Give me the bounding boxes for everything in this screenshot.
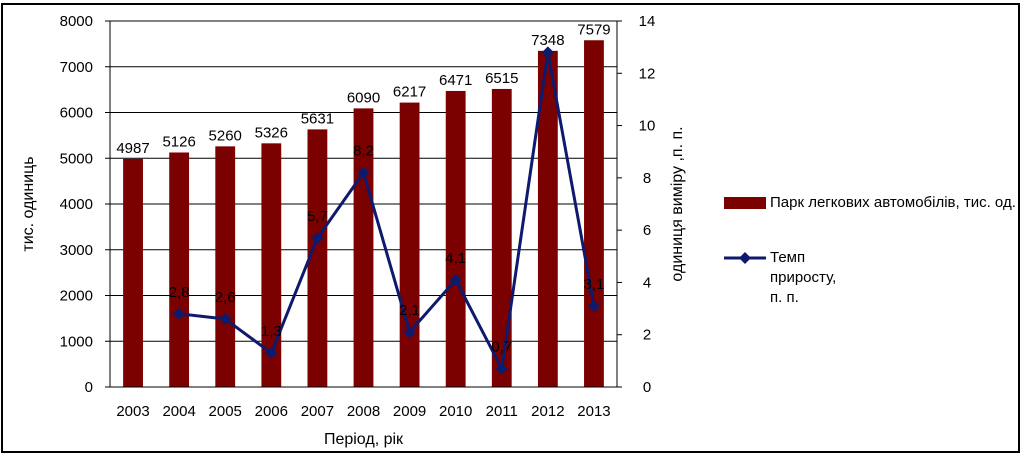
line-value-label: 2,6: [215, 289, 236, 306]
y-tick-label: 3000: [60, 242, 93, 259]
line-point-marker: [495, 362, 508, 375]
x-tick-label: 2010: [439, 403, 472, 420]
y2-tick-label: 4: [643, 274, 651, 291]
x-tick-label: 2006: [255, 403, 288, 420]
axis-titles: Період, рік тис. одиниць одиниця виміру ,п…: [20, 126, 686, 448]
y2-axis-title: одиниця виміру ,п. п.: [669, 126, 686, 281]
axes: 0 1000 2000 3000 4000 5000 6000 7000 8000 0 2 4 6 8 10…: [60, 13, 656, 420]
bar-value-label: 4987: [116, 140, 149, 157]
line-point-marker: [449, 273, 462, 286]
y-axis-title: тис. одиниць: [20, 156, 37, 251]
x-tick-label: 2013: [577, 403, 610, 420]
line-value-label: 2,1: [399, 302, 420, 319]
y-tick-label: 2000: [60, 288, 93, 305]
bar: [215, 146, 236, 387]
y2-tick-label: 2: [643, 327, 651, 344]
x-tick-label: 2009: [393, 403, 426, 420]
bar-value-label: 7348: [531, 32, 564, 49]
x-tick-label: 2004: [162, 403, 195, 420]
bar-value-label: 6217: [393, 84, 426, 101]
y-tick-label: 0: [85, 379, 93, 396]
bar-value-label: 6515: [485, 70, 518, 87]
bar-value-label: 6471: [439, 72, 472, 89]
bar-value-label: 5631: [301, 110, 334, 127]
bar: [169, 152, 190, 387]
x-tick-label: 2005: [209, 403, 242, 420]
x-tick-label: 2011: [486, 403, 518, 420]
y-tick-label: 8000: [60, 13, 93, 30]
legend-line-marker: [739, 252, 751, 264]
y-tick-label: 4000: [60, 196, 93, 213]
x-tick-label: 2008: [347, 403, 380, 420]
line-value-label: 1,3: [261, 323, 282, 340]
bar: [123, 158, 143, 387]
bar: [491, 88, 512, 387]
legend-markers: [724, 252, 766, 264]
y2-tick-label: 0: [643, 379, 651, 396]
x-axis-title: Період, рік: [324, 431, 404, 448]
line-point-marker: [311, 231, 324, 244]
line-point-marker: [173, 307, 186, 320]
line-series: [173, 46, 600, 375]
x-tick-label: 2003: [116, 403, 149, 420]
bar: [584, 40, 604, 388]
line-value-label: 0,7: [491, 339, 512, 356]
x-tick-label: 2007: [301, 403, 334, 420]
legend-bar-label: Парк легкових автомобілів, тис. од.: [770, 194, 1016, 211]
bar: [307, 129, 328, 387]
bar: [261, 143, 282, 387]
y2-tick-label: 8: [643, 170, 651, 187]
legend-line-label: Темп приросту, п. п.: [770, 249, 837, 306]
bar-series: [123, 40, 604, 388]
line-point-marker: [357, 166, 370, 179]
line-point-marker: [587, 299, 600, 312]
bar-value-label: 6090: [347, 89, 380, 106]
y2-tick-label: 6: [643, 222, 651, 239]
line-point-marker: [219, 313, 232, 326]
y2-tick-label: 12: [639, 65, 656, 82]
y-tick-label: 5000: [60, 150, 93, 167]
line-value-label: 8,2: [353, 143, 374, 160]
line-point-marker: [265, 347, 278, 360]
line-point-marker: [403, 326, 416, 339]
y2-tick-label: 14: [639, 13, 656, 30]
bar: [537, 50, 558, 387]
bar: [399, 102, 420, 387]
y2-tick-label: 10: [639, 118, 656, 135]
bar-value-label: 5260: [209, 127, 242, 144]
y-tick-label: 1000: [60, 333, 93, 350]
x-tick-label: 2012: [531, 403, 564, 420]
bar-value-label: 5126: [162, 133, 195, 150]
line-value-label: 4,1: [445, 250, 466, 267]
bar-value-label: 7579: [577, 21, 610, 38]
line-point-marker: [541, 46, 554, 59]
bar: [445, 90, 466, 387]
bar-value-label: 5326: [255, 124, 288, 141]
line-path: [178, 50, 596, 371]
line-value-label: 5,7: [307, 208, 328, 225]
legend-bar-swatch: [724, 197, 766, 209]
line-value-label: 2,8: [169, 284, 190, 301]
y-tick-label: 6000: [60, 105, 93, 122]
line-value-label: 3,1: [584, 276, 605, 293]
y-tick-label: 7000: [60, 59, 93, 76]
data-labels: 4987 5126 5260 5326 5631 6090 6217 6471 6515 7348…: [116, 21, 610, 355]
